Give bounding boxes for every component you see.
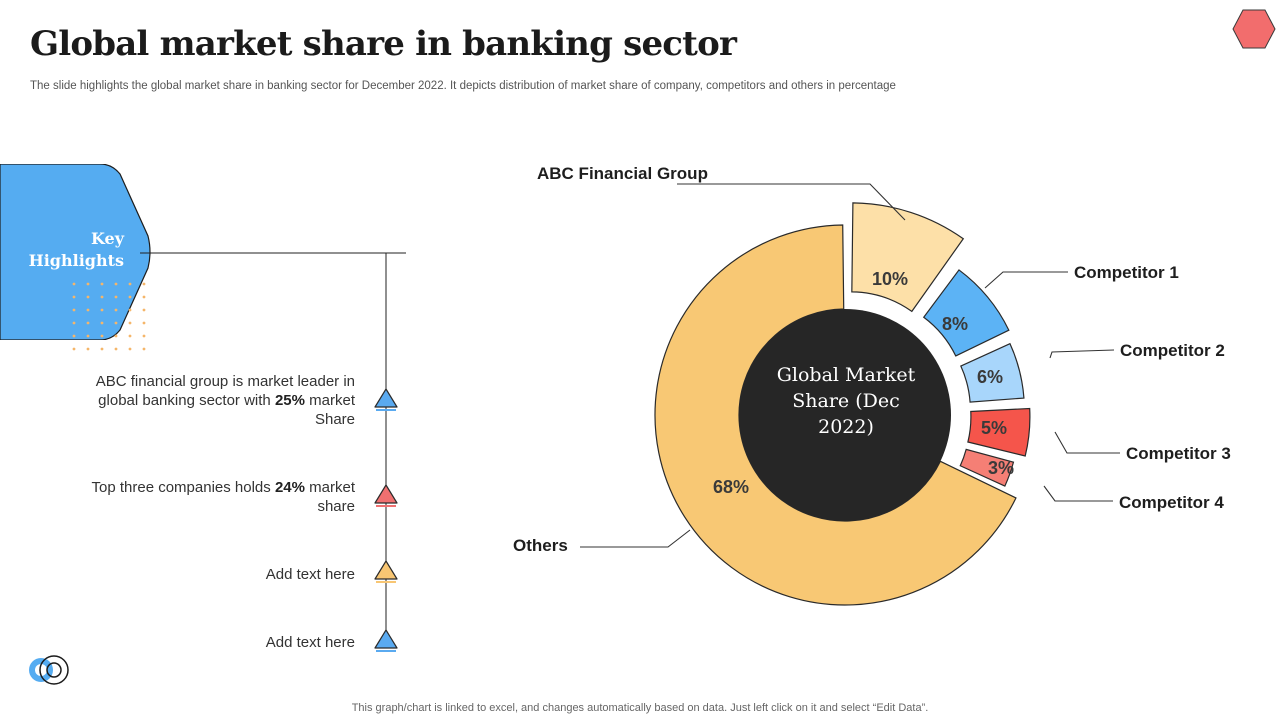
data-label-5: 3% xyxy=(988,458,1014,478)
dot xyxy=(72,347,76,351)
highlight-text: Add text here xyxy=(265,566,355,583)
footer-note: This graph/chart is linked to excel, and… xyxy=(351,702,929,714)
dot xyxy=(142,334,146,338)
highlight-item: ABC financial group is market leader in … xyxy=(65,372,355,429)
dot xyxy=(142,308,146,312)
dot xyxy=(142,295,146,299)
highlights-timeline xyxy=(140,252,406,645)
corner-hexagon-icon xyxy=(1232,9,1276,49)
dot xyxy=(86,282,90,286)
dot xyxy=(100,347,104,351)
pie-slice-2 xyxy=(922,269,1010,357)
highlight-value: 25% xyxy=(274,392,305,409)
label-abc-financial-group-text: ABC Financial Group xyxy=(537,164,708,183)
leader-line-1 xyxy=(677,183,906,221)
page-title: Global market share in banking sector xyxy=(30,24,737,64)
dot xyxy=(100,282,104,286)
leader-line-4 xyxy=(1054,431,1120,454)
dot xyxy=(128,295,132,299)
data-label-6: 68% xyxy=(713,477,749,497)
leader-line-3 xyxy=(1049,349,1115,359)
dot xyxy=(100,295,104,299)
data-label-3: 6% xyxy=(977,367,1003,387)
dot xyxy=(72,334,76,338)
dot xyxy=(142,347,146,351)
dot xyxy=(142,321,146,325)
highlight-item: Add text here xyxy=(65,565,355,584)
highlight-text: ABC financial group is market leader in … xyxy=(95,373,355,409)
highlight-item: Add text here xyxy=(65,633,355,652)
dot xyxy=(128,334,132,338)
leader-line-5 xyxy=(1043,485,1113,502)
leader-line-6 xyxy=(580,529,691,548)
key-highlights-label: Key Highlights xyxy=(28,229,124,270)
dot xyxy=(114,321,118,325)
dot xyxy=(100,321,104,325)
dot xyxy=(100,308,104,312)
logo-icon xyxy=(29,655,69,685)
data-label-4: 5% xyxy=(981,418,1007,438)
decorative-dot-grid xyxy=(72,282,146,351)
dot xyxy=(114,295,118,299)
dot xyxy=(114,308,118,312)
donut-center xyxy=(739,309,951,521)
highlight-text-end: market share xyxy=(304,479,355,515)
highlight-value: 24% xyxy=(274,479,305,496)
key-highlights-badge xyxy=(0,164,151,340)
label-competitor-2: Competitor 2 xyxy=(1120,341,1225,360)
label-competitor-4: Competitor 4 xyxy=(1119,493,1224,512)
dot xyxy=(128,282,132,286)
highlight-text: Add text here xyxy=(265,634,355,651)
pie-slice-4 xyxy=(967,407,1031,457)
highlight-text: Top three companies holds xyxy=(91,479,275,496)
pie-slice-3 xyxy=(960,342,1025,403)
dot xyxy=(114,282,118,286)
dot xyxy=(128,347,132,351)
dot xyxy=(86,308,90,312)
data-label-1: 10% xyxy=(872,269,908,289)
dot xyxy=(128,321,132,325)
dot xyxy=(128,308,132,312)
data-label-2: 8% xyxy=(942,314,968,334)
dot xyxy=(86,295,90,299)
label-competitor-3: Competitor 3 xyxy=(1126,444,1231,463)
pie-slice-5 xyxy=(959,448,1015,487)
dot xyxy=(86,321,90,325)
dot xyxy=(72,308,76,312)
dot xyxy=(86,347,90,351)
donut-center-label: Global Market Share (Dec 2022) xyxy=(776,364,916,438)
dot xyxy=(114,334,118,338)
pie-slice-1 xyxy=(851,202,965,313)
label-abc-financial-group: ABC Financial Group xyxy=(537,162,708,185)
leader-line-2 xyxy=(984,271,1068,289)
dot xyxy=(72,321,76,325)
page-subtitle: The slide highlights the global market s… xyxy=(30,80,896,92)
dot xyxy=(142,282,146,286)
dot xyxy=(114,347,118,351)
dot xyxy=(86,334,90,338)
label-others: Others xyxy=(513,536,568,555)
highlight-text-end: market Share xyxy=(304,392,355,428)
label-competitor-1: Competitor 1 xyxy=(1074,263,1179,282)
dot xyxy=(72,295,76,299)
dot xyxy=(72,282,76,286)
dot xyxy=(100,334,104,338)
highlight-item: Top three companies holds 24% market sha… xyxy=(65,478,356,516)
